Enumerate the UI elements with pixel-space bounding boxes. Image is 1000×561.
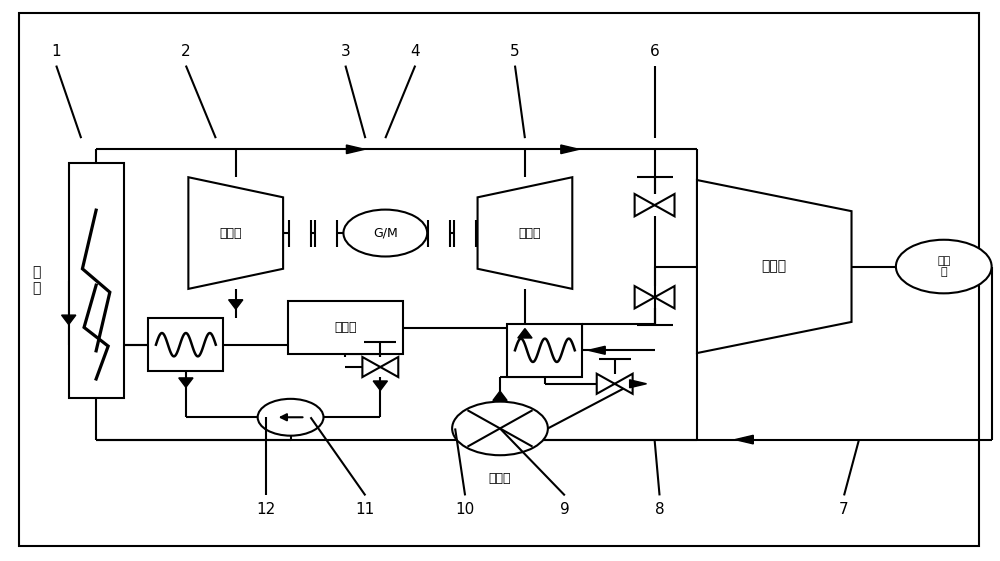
Text: 热用户: 热用户 <box>489 472 511 485</box>
Text: G/M: G/M <box>373 227 398 240</box>
Text: 12: 12 <box>256 502 275 517</box>
Text: 汽轮机: 汽轮机 <box>762 260 787 274</box>
Circle shape <box>896 240 992 293</box>
Polygon shape <box>478 177 572 289</box>
Text: 10: 10 <box>455 502 475 517</box>
Polygon shape <box>179 378 193 387</box>
Text: 3: 3 <box>341 44 350 59</box>
Polygon shape <box>635 286 655 309</box>
Text: 2: 2 <box>181 44 191 59</box>
Polygon shape <box>373 381 387 390</box>
Text: 1: 1 <box>51 44 61 59</box>
Polygon shape <box>561 145 579 154</box>
Text: 发电
机: 发电 机 <box>937 256 950 277</box>
Polygon shape <box>588 346 605 354</box>
Text: 11: 11 <box>356 502 375 517</box>
Polygon shape <box>518 329 532 338</box>
Text: 5: 5 <box>510 44 520 59</box>
Text: 储气罐: 储气罐 <box>334 321 357 334</box>
Polygon shape <box>635 194 655 217</box>
Circle shape <box>343 210 427 256</box>
Polygon shape <box>188 177 283 289</box>
Polygon shape <box>615 374 633 394</box>
Polygon shape <box>229 300 243 309</box>
Text: 6: 6 <box>650 44 659 59</box>
Polygon shape <box>62 315 76 325</box>
Polygon shape <box>346 145 365 154</box>
Polygon shape <box>655 286 675 309</box>
Polygon shape <box>362 357 380 377</box>
Bar <box>69 163 124 398</box>
Bar <box>507 324 582 377</box>
Polygon shape <box>735 435 753 444</box>
Circle shape <box>258 399 323 436</box>
Polygon shape <box>697 180 852 353</box>
Text: 8: 8 <box>655 502 664 517</box>
Text: 4: 4 <box>410 44 420 59</box>
Circle shape <box>452 402 548 455</box>
Text: 膨胀机: 膨胀机 <box>519 227 541 240</box>
Text: 9: 9 <box>560 502 570 517</box>
Polygon shape <box>380 357 398 377</box>
Polygon shape <box>597 374 615 394</box>
Text: 7: 7 <box>839 502 849 517</box>
Polygon shape <box>630 380 646 388</box>
Bar <box>148 318 223 371</box>
Polygon shape <box>655 194 675 217</box>
Bar <box>288 301 403 355</box>
Polygon shape <box>493 391 507 401</box>
Text: 压缩机: 压缩机 <box>219 227 242 240</box>
Text: 锅
炉: 锅 炉 <box>33 265 41 296</box>
